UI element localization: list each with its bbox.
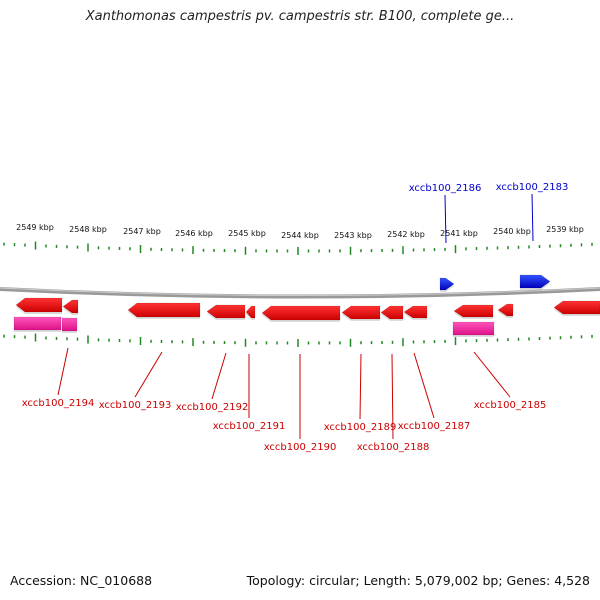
scale-label: 2542 kbp [387, 230, 425, 239]
leader-line [391, 353, 394, 440]
gene-label[interactable]: xccb100_2193 [99, 400, 172, 411]
genome-backbone [0, 287, 600, 299]
scale-label: 2547 kbp [123, 227, 161, 236]
scale-label: 2545 kbp [228, 229, 266, 238]
gene-label[interactable]: xccb100_2192 [176, 402, 249, 413]
leader-line [359, 353, 362, 420]
leader-line [473, 351, 511, 398]
scale-label: 2548 kbp [69, 225, 107, 234]
scale-label: 2541 kbp [440, 229, 478, 238]
gene-xccb100_2190[interactable] [261, 305, 341, 321]
gene-reverse-feature[interactable] [62, 299, 79, 314]
gene-label[interactable]: xccb100_2189 [324, 422, 397, 433]
genome-backbone-highlight [0, 287, 600, 296]
rna-feature[interactable] [61, 317, 78, 332]
gene-label[interactable]: xccb100_2185 [474, 400, 547, 411]
scale-label: 2539 kbp [546, 225, 584, 234]
gene-labels: xccb100_2194 xccb100_2193 xccb100_2192xccb… [22, 182, 569, 453]
gene-label[interactable]: xccb100_2187 [398, 421, 471, 432]
gene-xccb100_2185[interactable] [453, 304, 494, 318]
gene-xccb100_2193[interactable] [127, 302, 201, 318]
gene-xccb100_2183[interactable] [519, 274, 551, 289]
leader-line [413, 352, 435, 419]
rna-feature[interactable] [452, 321, 495, 336]
leader-line [444, 194, 447, 244]
scale-ticks-lower [3, 333, 593, 347]
gene-label[interactable]: xccb100_2191 [213, 421, 286, 432]
rna-feature[interactable] [13, 316, 62, 331]
gene-xccb100_2188[interactable] [380, 305, 404, 320]
gene-label[interactable]: xccb100_2190 [264, 442, 337, 453]
leader-line [211, 352, 227, 400]
gene-xccb100_2189[interactable] [341, 305, 381, 320]
scale-label: 2543 kbp [334, 231, 372, 240]
gene-xccb100_2187[interactable] [403, 305, 428, 319]
gene-xccb100_2194[interactable] [15, 297, 63, 313]
leader-line [531, 193, 534, 242]
scale-ticks-upper [3, 241, 593, 255]
scale-label: 2544 kbp [281, 231, 319, 240]
gene-xccb100_2192[interactable] [206, 304, 246, 319]
gene-label[interactable]: xccb100_2194 [22, 398, 95, 409]
leader-line [57, 347, 69, 396]
gene-label[interactable]: xccb100_2188 [357, 442, 430, 453]
gene-label[interactable]: xccb100_2186 [409, 183, 482, 194]
scale-label: 2546 kbp [175, 229, 213, 238]
gene-label[interactable]: xccb100_2183 [496, 182, 569, 193]
accession-text: Accession: NC_010688 [10, 573, 153, 588]
genome-summary: Topology: circular; Length: 5,079,002 bp… [246, 573, 590, 588]
gene-features [13, 274, 600, 337]
scale-labels: 2549 kbp 2548 kbp 2547 kbp 2546 kbp 2545 kbp… [16, 223, 584, 240]
map-title: Xanthomonas campestris pv. campestris st… [85, 9, 515, 24]
gene-reverse-feature[interactable] [553, 300, 600, 315]
gene-xccb100_2191[interactable] [245, 305, 256, 319]
gene-reverse-feature[interactable] [497, 303, 514, 317]
gene-xccb100_2186[interactable] [439, 277, 455, 291]
leader-line [134, 351, 163, 398]
scale-label: 2549 kbp [16, 223, 54, 232]
scale-label: 2540 kbp [493, 227, 531, 236]
